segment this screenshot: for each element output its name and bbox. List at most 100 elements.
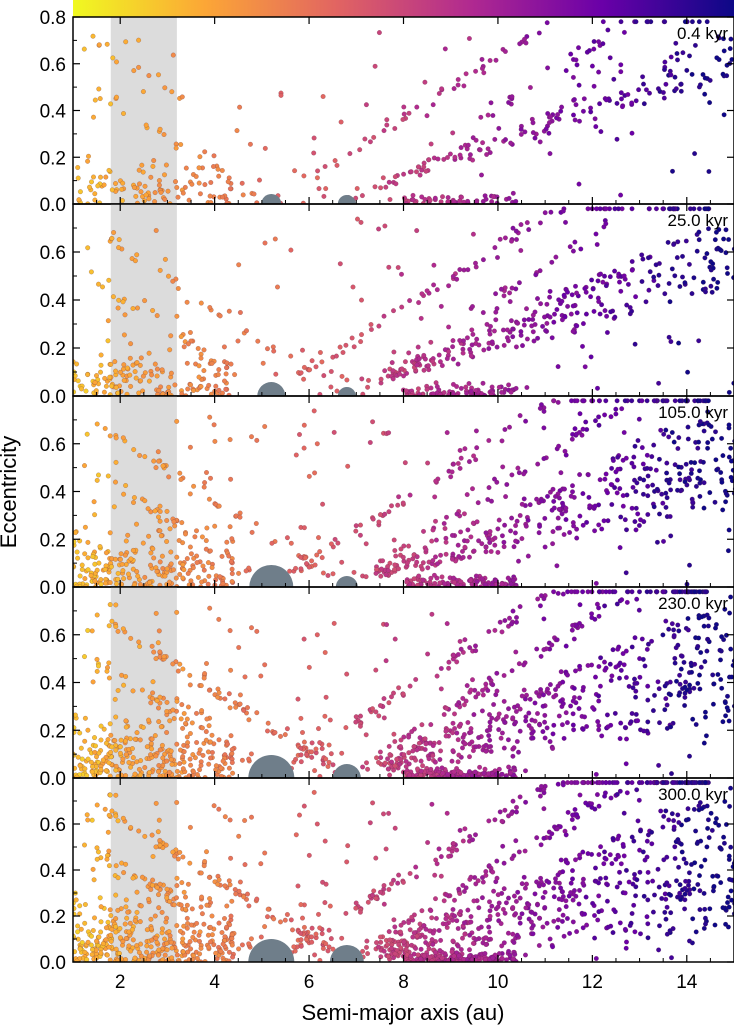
particle-point: [573, 668, 579, 674]
particle-point: [503, 494, 509, 500]
particle-point: [677, 890, 683, 896]
particle-point: [503, 774, 509, 778]
particle-point: [718, 657, 724, 663]
particle-point: [399, 366, 405, 372]
particle-point: [570, 622, 576, 628]
particle-point: [655, 679, 661, 685]
particle-point: [460, 838, 466, 844]
particle-point: [205, 560, 211, 566]
particle-point: [639, 445, 645, 451]
particle-point: [701, 505, 707, 511]
particle-point: [120, 568, 126, 574]
particle-point: [714, 285, 720, 291]
particle-point: [550, 529, 556, 535]
particle-point: [301, 803, 307, 809]
particle-point: [168, 939, 174, 945]
particle-point: [537, 139, 543, 145]
particle-point: [562, 486, 568, 492]
particle-point: [446, 349, 452, 355]
particle-point: [271, 916, 277, 922]
particle-point: [140, 540, 146, 546]
particle-point: [509, 856, 515, 862]
particle-point: [535, 596, 541, 602]
particle-point: [438, 666, 444, 672]
particle-point: [131, 184, 137, 190]
particle-point: [152, 913, 158, 919]
particle-point: [551, 319, 557, 325]
particle-point: [462, 544, 468, 550]
particle-point: [209, 565, 215, 571]
particle-point: [450, 748, 456, 754]
particle-point: [157, 881, 163, 887]
particle-point: [323, 186, 329, 192]
particle-point: [216, 503, 222, 509]
particle-point: [378, 185, 384, 191]
particle-point: [438, 303, 444, 309]
particle-point: [134, 252, 140, 258]
particle-point: [323, 756, 329, 762]
particle-point: [508, 770, 514, 776]
particle-point: [385, 756, 391, 762]
particle-point: [666, 480, 672, 486]
particle-point: [705, 440, 711, 446]
particle-point: [652, 692, 658, 698]
particle-point: [213, 383, 219, 389]
particle-point: [317, 350, 323, 356]
particle-point: [569, 627, 575, 633]
particle-point: [142, 765, 148, 771]
particle-point: [73, 949, 78, 955]
particle-point: [576, 181, 582, 187]
particle-point: [538, 842, 544, 848]
particle-point: [400, 691, 406, 697]
particle-point: [378, 376, 384, 382]
particle-point: [154, 698, 160, 704]
planet-inner-marker: [249, 565, 294, 587]
particle-point: [570, 303, 576, 309]
particle-point: [370, 419, 376, 425]
particle-point: [153, 800, 159, 806]
particle-point: [164, 915, 170, 921]
particle-point: [137, 772, 143, 778]
particle-point: [524, 336, 530, 342]
particle-point: [549, 831, 555, 837]
particle-point: [450, 556, 456, 562]
particle-point: [164, 539, 170, 545]
particle-point: [201, 368, 207, 374]
particle-point: [322, 713, 328, 719]
particle-point: [659, 491, 665, 497]
particle-point: [682, 479, 688, 485]
particle-point: [519, 911, 525, 917]
particle-point: [365, 384, 371, 390]
particle-point: [589, 277, 595, 283]
particle-point: [157, 582, 163, 587]
particle-point: [424, 113, 430, 119]
particle-point: [662, 59, 668, 65]
particle-point: [469, 342, 475, 348]
particle-point: [154, 313, 160, 319]
particle-point: [116, 297, 122, 303]
panel-2: 0.00.20.40.625.0 kyr: [40, 203, 734, 408]
particle-point: [630, 484, 636, 490]
particle-point: [710, 701, 716, 707]
particle-point: [518, 126, 524, 132]
particle-point: [139, 162, 145, 168]
particle-point: [612, 780, 618, 786]
particle-point: [162, 256, 168, 262]
particle-point: [660, 500, 666, 506]
particle-point: [542, 735, 548, 741]
particle-point: [612, 206, 618, 212]
particle-point: [705, 445, 711, 451]
particle-point: [232, 887, 238, 893]
particle-point: [655, 866, 661, 872]
particle-point: [107, 792, 113, 798]
particle-point: [135, 573, 141, 579]
particle-point: [439, 86, 445, 92]
particle-point: [204, 716, 210, 722]
particle-point: [148, 700, 154, 706]
particle-point: [115, 875, 121, 881]
particle-point: [517, 920, 523, 926]
particle-point: [542, 905, 548, 911]
particle-point: [115, 818, 121, 824]
particle-point: [645, 832, 651, 838]
particle-point: [580, 726, 586, 732]
